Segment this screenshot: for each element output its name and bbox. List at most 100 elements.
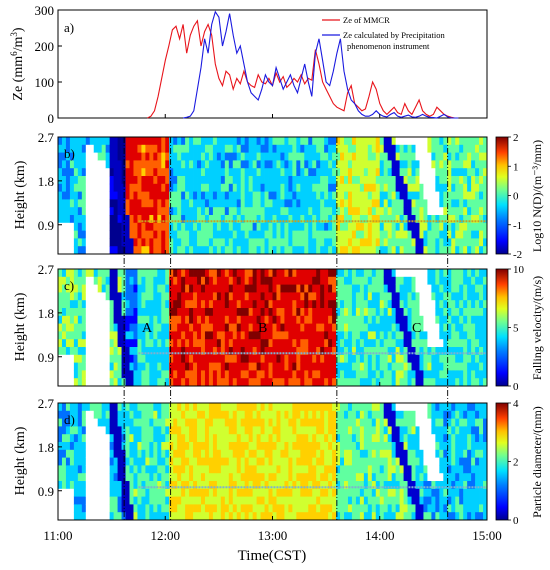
heatmap-cell xyxy=(359,315,365,324)
heatmap-cell xyxy=(387,426,393,435)
heatmap-cell xyxy=(177,457,182,466)
heatmap-cell xyxy=(137,269,142,278)
heatmap-cell xyxy=(145,199,150,208)
heatmap-cell xyxy=(61,370,67,379)
heatmap-cell xyxy=(193,473,198,482)
heatmap-cell xyxy=(363,276,369,285)
heatmap-cell xyxy=(355,512,361,521)
heatmap-cell xyxy=(58,207,63,216)
heatmap-cell xyxy=(232,449,238,458)
heatmap-cell xyxy=(141,449,146,458)
heatmap-cell xyxy=(411,215,416,224)
heatmap-cell xyxy=(459,308,464,317)
heatmap-cell xyxy=(173,215,178,224)
heatmap-cell xyxy=(256,362,261,371)
heatmap-cell xyxy=(379,183,385,192)
heatmap-cell xyxy=(248,238,254,247)
heatmap-cell xyxy=(157,269,162,278)
heatmap-cell xyxy=(467,300,472,309)
heatmap-cell xyxy=(347,418,353,427)
heatmap-cell xyxy=(244,457,250,466)
heatmap-cell xyxy=(224,176,230,185)
heatmap-cell xyxy=(89,331,95,340)
heatmap-cell xyxy=(304,378,309,387)
heatmap-cell xyxy=(240,457,246,466)
heatmap-cell xyxy=(415,370,420,379)
heatmap-cell xyxy=(141,137,146,146)
heatmap-cell xyxy=(411,176,416,185)
heatmap-cell xyxy=(379,238,385,247)
heatmap-cell xyxy=(276,426,281,435)
heatmap-cell xyxy=(288,481,293,490)
heatmap-cell xyxy=(296,292,301,301)
heatmap-cell xyxy=(204,191,210,200)
heatmap-cell xyxy=(288,354,293,363)
heatmap-cell xyxy=(344,496,349,505)
heatmap-cell xyxy=(304,488,309,497)
heatmap-cell xyxy=(304,449,309,458)
heatmap-cell xyxy=(177,473,182,482)
heatmap-cell xyxy=(149,323,154,332)
heatmap-cell xyxy=(332,207,337,216)
heatmap-cell xyxy=(351,481,357,490)
heatmap-cell xyxy=(58,488,63,497)
heatmap-cell xyxy=(455,354,460,363)
heatmap-cell xyxy=(224,315,230,324)
heatmap-cell xyxy=(236,144,242,153)
heatmap-cell xyxy=(355,308,361,317)
heatmap-cell xyxy=(459,496,464,505)
heatmap-cell xyxy=(109,300,115,309)
heatmap-cell xyxy=(185,442,190,451)
heatmap-cell xyxy=(332,473,337,482)
heatmap-cell xyxy=(85,222,91,231)
heatmap-cell xyxy=(292,449,297,458)
heatmap-cell xyxy=(467,339,472,348)
heatmap-cell xyxy=(411,473,416,482)
heatmap-cell xyxy=(443,269,448,278)
heatmap-cell xyxy=(332,442,337,451)
heatmap-cell xyxy=(407,488,412,497)
heatmap-cell xyxy=(216,410,222,419)
heatmap-cell xyxy=(208,238,214,247)
heatmap-cell xyxy=(296,160,301,169)
heatmap-cell xyxy=(463,473,468,482)
heatmap-cell xyxy=(467,238,472,247)
heatmap-cell xyxy=(256,183,261,192)
heatmap-cell xyxy=(173,434,178,443)
heatmap-cell xyxy=(77,331,83,340)
heatmap-cell xyxy=(324,496,329,505)
heatmap-cell xyxy=(332,276,337,285)
heatmap-cell xyxy=(467,207,472,216)
heatmap-cell xyxy=(340,331,345,340)
heatmap-cell xyxy=(407,137,412,146)
heatmap-cell xyxy=(471,246,476,255)
heatmap-cell xyxy=(220,323,226,332)
heatmap-cell xyxy=(411,160,416,169)
heatmap-cell xyxy=(93,207,99,216)
heatmap-cell xyxy=(101,176,107,185)
heatmap-cell xyxy=(58,215,63,224)
heatmap-cell xyxy=(236,496,242,505)
heatmap-cell xyxy=(375,152,381,161)
heatmap-cell xyxy=(105,362,111,371)
heatmap-cell xyxy=(208,473,214,482)
heatmap-cell xyxy=(355,238,361,247)
heatmap-cell xyxy=(260,222,265,231)
heatmap-cell xyxy=(463,292,468,301)
heatmap-cell xyxy=(475,183,480,192)
heatmap-cell xyxy=(284,449,289,458)
heatmap-cell xyxy=(220,496,226,505)
heatmap-cell xyxy=(347,354,353,363)
heatmap-cell xyxy=(165,300,170,309)
heatmap-cell xyxy=(427,315,432,324)
heatmap-cell xyxy=(65,152,71,161)
heatmap-cell xyxy=(328,292,333,301)
heatmap-cell xyxy=(292,457,297,466)
heatmap-cell xyxy=(387,269,393,278)
heatmap-cell xyxy=(455,504,460,513)
heatmap-cell xyxy=(141,496,146,505)
heatmap-cell xyxy=(467,449,472,458)
heatmap-cell xyxy=(451,488,456,497)
heatmap-cell xyxy=(367,465,373,474)
heatmap-cell xyxy=(244,465,250,474)
